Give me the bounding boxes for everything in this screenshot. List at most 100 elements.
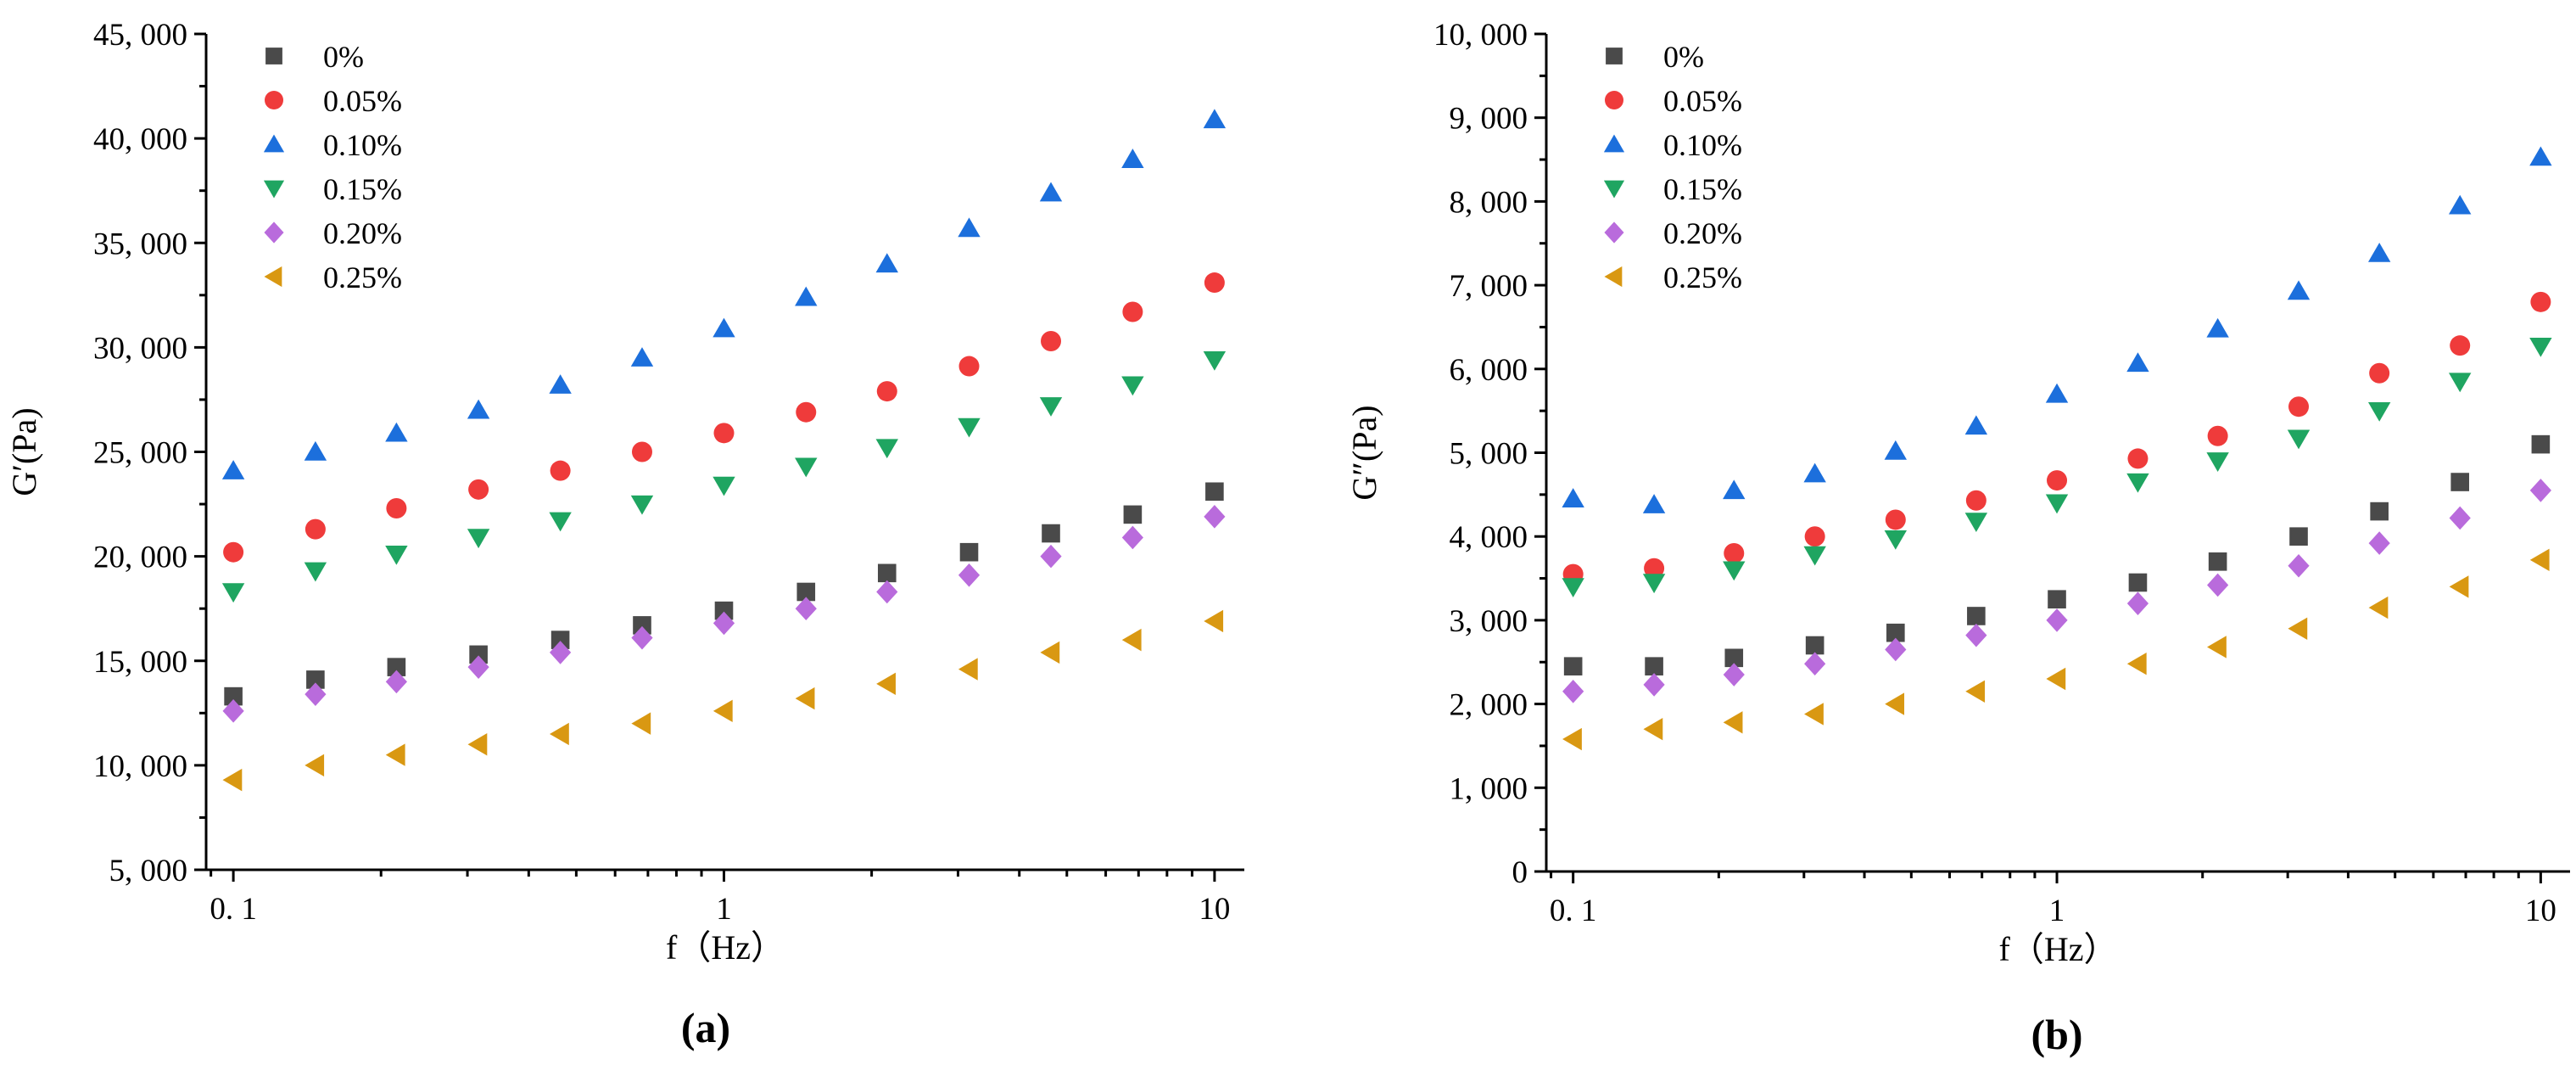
data-point <box>795 597 817 620</box>
data-point <box>467 399 490 419</box>
data-point <box>712 611 735 636</box>
data-point <box>1723 561 1746 581</box>
y-axis-title: G″(Pa) <box>1345 405 1383 500</box>
data-point <box>875 439 898 459</box>
data-point <box>305 518 326 540</box>
y-tick-label: 7, 000 <box>1450 269 1528 304</box>
data-point <box>714 601 734 620</box>
data-point <box>222 699 244 723</box>
data-point <box>1803 462 1826 483</box>
data-point <box>1562 679 1584 703</box>
data-point <box>1884 440 1908 460</box>
data-point <box>1803 546 1826 566</box>
y-tick-label: 8, 000 <box>1450 185 1528 220</box>
y-tick-label: 15, 000 <box>93 645 187 680</box>
legend-marker <box>1605 91 1623 109</box>
data-point <box>1804 703 1824 726</box>
legend-label: 0.25% <box>1663 261 1742 294</box>
data-point <box>1122 301 1143 322</box>
legend-marker <box>1606 48 1623 64</box>
legend: 0% 0.05% 0.10% 0.15% 0.20% 0.25% <box>263 40 402 294</box>
data-point <box>2368 531 2390 555</box>
data-point <box>1964 415 1988 435</box>
data-point <box>1562 578 1584 598</box>
data-point <box>875 253 898 273</box>
data-point <box>2287 280 2311 300</box>
legend-label: 0.25% <box>323 261 402 294</box>
data-point <box>2531 434 2551 454</box>
data-point <box>2288 553 2310 578</box>
data-point <box>2207 573 2229 597</box>
data-point <box>469 645 488 664</box>
data-point <box>549 374 572 394</box>
data-point <box>2208 552 2227 571</box>
data-point <box>2046 667 2066 691</box>
data-point <box>1204 609 1224 633</box>
data-point <box>2369 362 2390 384</box>
data-point <box>630 347 654 367</box>
data-point <box>958 418 981 438</box>
data-point <box>1042 524 1060 543</box>
data-point <box>224 687 243 706</box>
y-tick-label: 45, 000 <box>93 18 187 53</box>
data-point <box>385 670 407 694</box>
data-point <box>1205 482 1224 502</box>
series-2 <box>1562 291 2551 585</box>
y-tick-label: 5, 000 <box>1450 437 1528 472</box>
data-point <box>2207 425 2228 446</box>
data-point <box>795 286 818 306</box>
y-tick-label: 40, 000 <box>93 122 187 157</box>
data-point <box>2126 473 2149 493</box>
data-point <box>1885 692 1905 715</box>
data-point <box>1805 636 1824 655</box>
x-tick-label: 1 <box>716 892 732 927</box>
data-point <box>2529 146 2552 166</box>
data-point <box>387 658 406 676</box>
data-point <box>796 401 817 423</box>
data-point <box>550 460 571 481</box>
data-point <box>2045 383 2069 403</box>
data-point <box>1723 479 1746 500</box>
data-point <box>876 580 898 604</box>
data-point <box>2450 473 2470 491</box>
data-point <box>2128 573 2148 592</box>
data-point <box>1886 623 1905 642</box>
data-point <box>2529 548 2550 572</box>
data-point <box>2046 608 2068 632</box>
data-point <box>2047 470 2068 491</box>
panel-label: (b) <box>2031 1011 2082 1058</box>
data-point <box>1040 641 1060 664</box>
data-point <box>1204 272 1225 294</box>
data-point <box>2450 335 2471 356</box>
data-point <box>1203 109 1227 129</box>
data-point <box>467 529 490 549</box>
data-point <box>1645 657 1663 675</box>
legend-label: 0.15% <box>1663 172 1742 206</box>
data-point <box>550 722 569 746</box>
chart-panel-b: 0 1, 000 2, 000 3, 000 4, 000 5, 000 6, 000 7, … <box>1345 18 2570 1058</box>
series-6 <box>222 609 1224 792</box>
data-point <box>2288 396 2310 418</box>
data-point <box>1964 513 1988 533</box>
x-axis-title: f（Hz） <box>1999 930 2118 968</box>
legend-label: 0.10% <box>323 128 402 162</box>
data-point <box>385 545 408 565</box>
data-point <box>712 476 735 496</box>
data-point <box>1643 718 1663 741</box>
legend-label: 0.05% <box>1663 84 1742 118</box>
legend-marker <box>1604 266 1623 288</box>
data-point <box>2288 617 2308 640</box>
y-tick-label: 1, 000 <box>1450 771 1528 806</box>
data-point <box>1723 663 1745 687</box>
data-point <box>2207 636 2227 658</box>
data-point <box>1724 648 1744 668</box>
y-tick-label: 30, 000 <box>93 331 187 366</box>
data-point <box>305 754 325 777</box>
data-point <box>2206 317 2229 338</box>
legend-marker <box>1603 134 1625 153</box>
series-4 <box>1562 337 2552 598</box>
legend-label: 0.10% <box>1663 128 1742 162</box>
data-point <box>385 743 405 766</box>
data-point <box>1724 542 1745 563</box>
data-point <box>1965 490 1986 511</box>
